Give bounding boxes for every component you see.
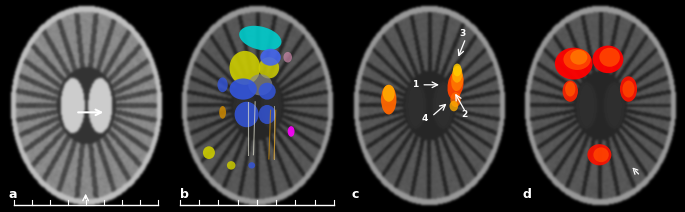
- Text: d: d: [522, 188, 531, 201]
- Ellipse shape: [284, 52, 292, 63]
- Text: 1: 1: [412, 80, 418, 89]
- Text: a: a: [8, 188, 17, 201]
- Ellipse shape: [217, 77, 227, 92]
- Ellipse shape: [447, 70, 464, 99]
- Ellipse shape: [451, 70, 463, 91]
- Text: c: c: [351, 188, 358, 201]
- Ellipse shape: [452, 66, 462, 83]
- Ellipse shape: [259, 57, 279, 78]
- Text: 3: 3: [460, 29, 466, 38]
- Text: 4: 4: [422, 114, 428, 123]
- Ellipse shape: [570, 50, 588, 65]
- Ellipse shape: [562, 81, 578, 102]
- Ellipse shape: [383, 85, 395, 102]
- Ellipse shape: [234, 102, 258, 127]
- Ellipse shape: [381, 85, 397, 114]
- Ellipse shape: [449, 101, 458, 111]
- Ellipse shape: [599, 48, 620, 67]
- Ellipse shape: [593, 147, 609, 162]
- Ellipse shape: [620, 76, 637, 102]
- Ellipse shape: [288, 126, 295, 137]
- Ellipse shape: [593, 46, 623, 73]
- Ellipse shape: [239, 26, 282, 50]
- Ellipse shape: [248, 162, 255, 169]
- Ellipse shape: [227, 161, 236, 170]
- Ellipse shape: [229, 51, 260, 85]
- Ellipse shape: [451, 92, 460, 107]
- Ellipse shape: [563, 49, 590, 70]
- Ellipse shape: [258, 83, 275, 100]
- Ellipse shape: [229, 78, 257, 100]
- Ellipse shape: [565, 82, 575, 96]
- Text: b: b: [179, 188, 188, 201]
- Ellipse shape: [260, 49, 281, 66]
- Ellipse shape: [219, 106, 226, 119]
- Ellipse shape: [588, 144, 611, 165]
- Ellipse shape: [623, 81, 634, 98]
- Text: 2: 2: [461, 110, 467, 119]
- Ellipse shape: [555, 48, 593, 80]
- Ellipse shape: [453, 64, 462, 76]
- Ellipse shape: [248, 74, 273, 95]
- Ellipse shape: [258, 105, 275, 124]
- Ellipse shape: [203, 146, 215, 159]
